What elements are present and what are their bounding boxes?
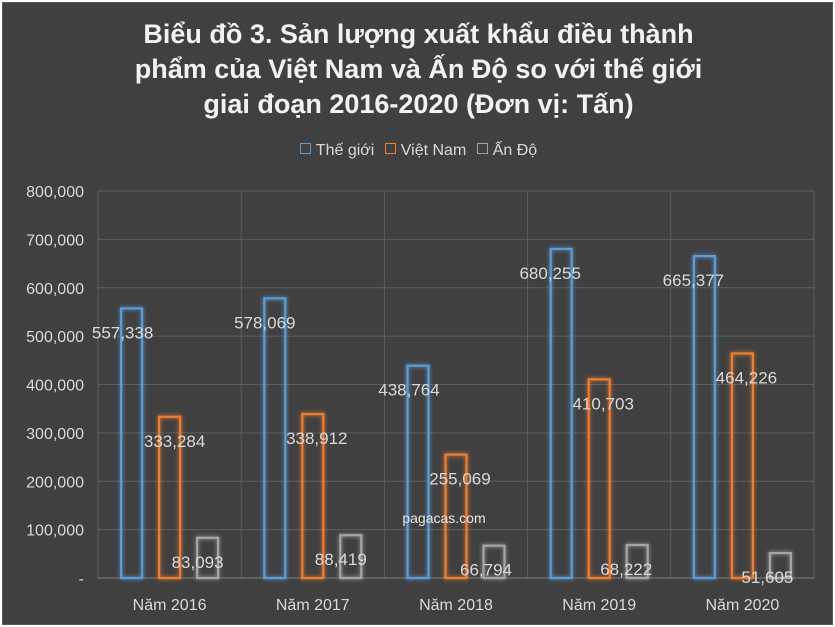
data-label: 88,419 <box>315 550 367 569</box>
y-tick-label: 800,000 <box>26 184 84 201</box>
bar-thế-giới <box>692 255 717 580</box>
chart-legend: Thế giới Việt Nam Ấn Độ <box>3 142 834 160</box>
bar-việt-nam <box>730 352 755 580</box>
bar-thế-giới <box>549 247 573 580</box>
data-label: 464,226 <box>716 368 777 387</box>
bar-thế-giới <box>263 297 287 580</box>
legend-swatch <box>299 143 311 154</box>
bar-ấn-độ <box>768 551 793 580</box>
data-label: 51,605 <box>741 568 793 587</box>
bar-ấn-độ <box>196 536 220 580</box>
bar-việt-nam <box>158 415 182 580</box>
data-label: 438,764 <box>378 381 439 400</box>
x-tick-label: Năm 2019 <box>562 597 636 614</box>
bar-thế-giới <box>406 364 430 580</box>
bar-việt-nam <box>587 378 611 580</box>
bar-thế-giới <box>119 307 144 580</box>
x-tick-label: Năm 2018 <box>419 597 493 614</box>
bar-ấn-độ <box>339 534 363 580</box>
legend-label: Thế giới <box>315 142 375 159</box>
chart-title-line: phẩm của Việt Nam và Ấn Độ so với thế gi… <box>134 54 703 84</box>
y-tick-label: 100,000 <box>26 523 84 540</box>
y-tick-label: 600,000 <box>26 281 84 298</box>
bar-việt-nam <box>444 453 468 580</box>
watermark-text: pagacas.com <box>402 510 485 526</box>
y-tick-label: 500,000 <box>26 329 84 346</box>
data-label: 665,377 <box>663 271 724 290</box>
data-label: 557,338 <box>92 323 153 342</box>
data-label: 338,912 <box>286 429 347 448</box>
legend-label: Ấn Độ <box>492 142 538 159</box>
data-label: 578,069 <box>234 313 295 332</box>
bar-ấn-độ <box>625 543 649 580</box>
data-label: 255,069 <box>429 470 490 489</box>
data-label: 333,284 <box>144 432 205 451</box>
legend-item-an-do: Ấn Độ <box>476 142 538 160</box>
legend-swatch <box>384 143 396 154</box>
chart-title-line: giai đoạn 2016-2020 (Đơn vị: Tấn) <box>203 89 634 119</box>
data-label: 83,093 <box>172 553 224 572</box>
bar-ấn-độ <box>482 544 506 580</box>
legend-item-the-gioi: Thế giới <box>299 142 375 160</box>
legend-item-viet-nam: Việt Nam <box>384 142 467 160</box>
x-tick-label: Năm 2017 <box>276 597 350 614</box>
y-tick-label: 200,000 <box>26 474 84 491</box>
legend-label: Việt Nam <box>400 142 467 159</box>
x-tick-label: Năm 2016 <box>133 597 207 614</box>
y-tick-label: 300,000 <box>26 426 84 443</box>
chart-title-line: Biểu đồ 3. Sản lượng xuất khẩu điều thàn… <box>143 19 694 49</box>
chart-title: Biểu đồ 3. Sản lượng xuất khẩu điều thàn… <box>3 17 834 122</box>
data-label: 68,222 <box>600 560 652 579</box>
y-tick-label: 700,000 <box>26 232 84 249</box>
y-tick-label: - <box>79 571 84 588</box>
data-label: 680,255 <box>519 264 580 283</box>
y-tick-label: 400,000 <box>26 378 84 395</box>
bar-việt-nam <box>301 412 325 580</box>
x-tick-label: Năm 2020 <box>705 597 779 614</box>
data-label: 66,794 <box>460 561 512 580</box>
legend-swatch <box>476 143 488 154</box>
plot-area: - 100,000 200,000 300,000 400,000 500,000 600,… <box>26 184 815 614</box>
data-label: 410,703 <box>572 394 633 413</box>
